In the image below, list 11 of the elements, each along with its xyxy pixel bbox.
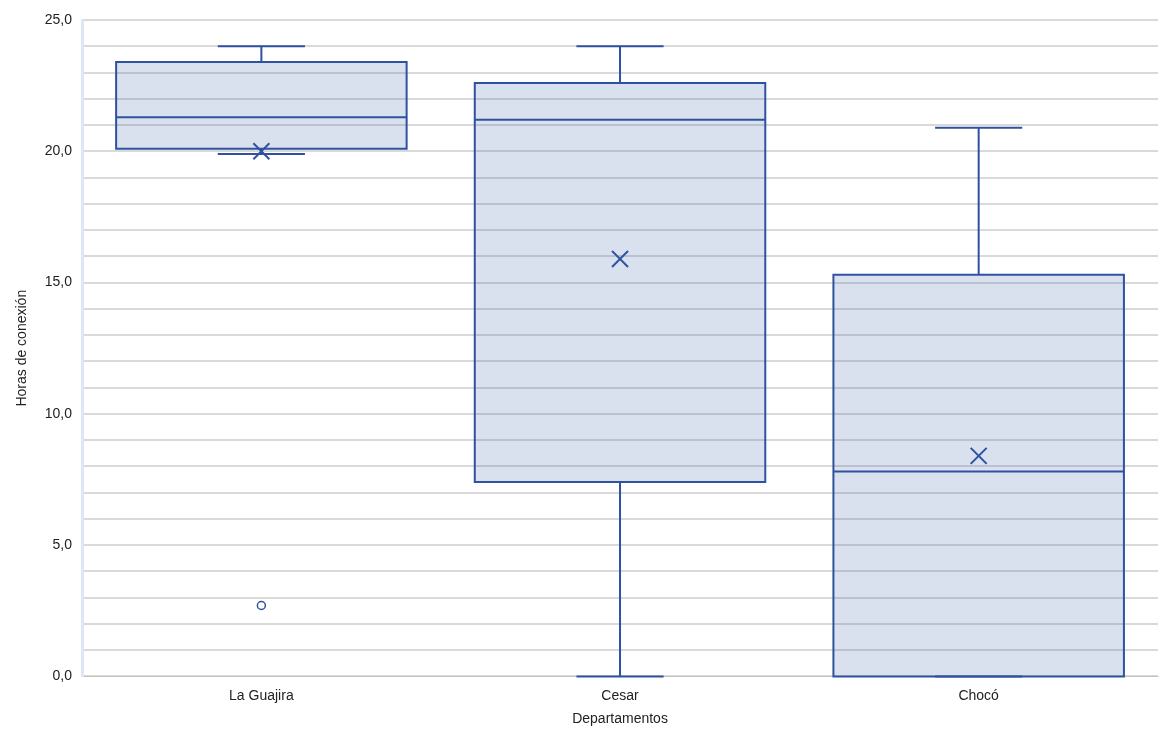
x-axis-title: Departamentos bbox=[572, 710, 668, 727]
y-tick-label: 0,0 bbox=[52, 667, 73, 684]
x-tick-label: La Guajira bbox=[229, 686, 294, 703]
y-tick-label: 10,0 bbox=[44, 404, 73, 421]
y-axis-title: Horas de conexión bbox=[13, 289, 30, 407]
y-tick-label: 25,0 bbox=[44, 10, 73, 27]
y-tick-label: 15,0 bbox=[44, 273, 73, 290]
y-tick-label: 5,0 bbox=[52, 535, 73, 552]
x-tick-label: Chocó bbox=[958, 686, 1000, 703]
y-tick-label: 20,0 bbox=[44, 142, 73, 159]
x-tick-label: Cesar bbox=[601, 686, 640, 703]
